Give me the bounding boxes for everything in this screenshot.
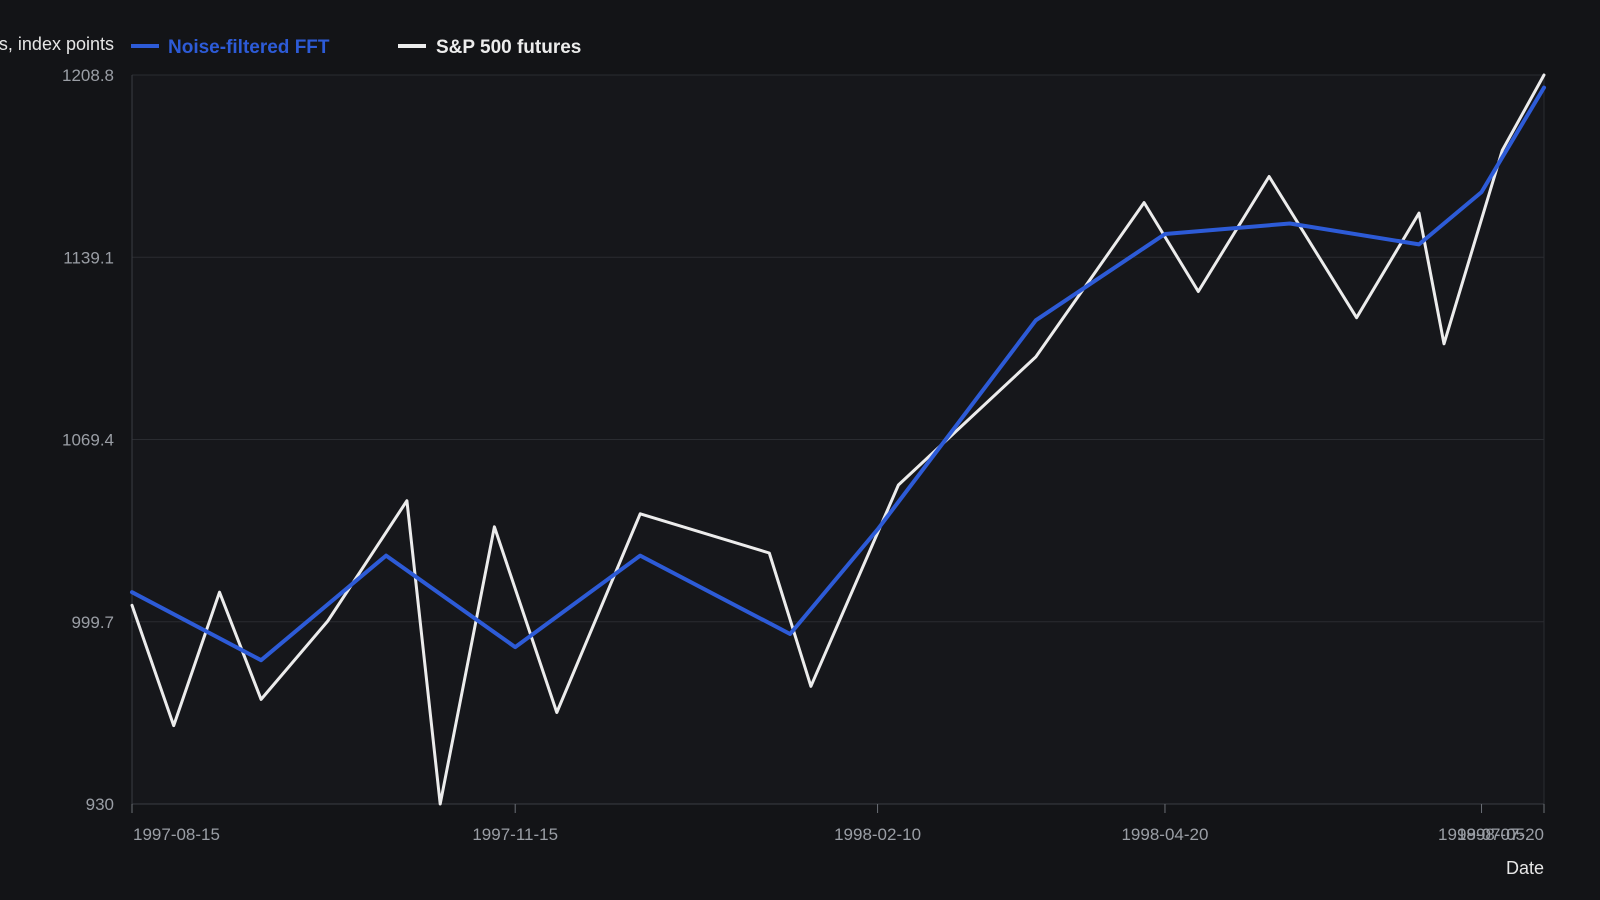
x-tick-label: 1997-11-15 — [472, 825, 558, 844]
y-axis-label: s, index points — [0, 34, 114, 54]
legend: Noise-filtered FFT S&P 500 futures — [131, 37, 581, 58]
y-tick-label: 1139.1 — [63, 248, 114, 267]
x-tick-label: 1998-04-20 — [1121, 825, 1208, 844]
x-axis-label: Date — [1506, 858, 1544, 878]
series-line-sp500 — [130, 73, 1546, 806]
legend-label-sp500: S&P 500 futures — [436, 37, 581, 58]
grid — [132, 74, 1545, 804]
y-tick-label: 930 — [86, 795, 114, 814]
axes: 930 999.7 1069.4 1139.1 1208.8 1997-08-15 1997… — [62, 66, 1545, 844]
y-tick-label: 1208.8 — [62, 66, 114, 85]
y-tick-label: 1069.4 — [62, 431, 114, 450]
x-tick-label: 1998-07-20 — [1457, 825, 1544, 844]
x-tick-label: 1998-07-05 — [1438, 825, 1525, 844]
series-lines — [130, 73, 1546, 806]
x-tick-label: 1998-02-10 — [834, 825, 921, 844]
x-tick-label: 1997-08-15 — [133, 825, 220, 844]
series-line-fft — [130, 85, 1546, 663]
legend-label-fft: Noise-filtered FFT — [168, 37, 330, 58]
y-tick-label: 999.7 — [71, 613, 114, 632]
